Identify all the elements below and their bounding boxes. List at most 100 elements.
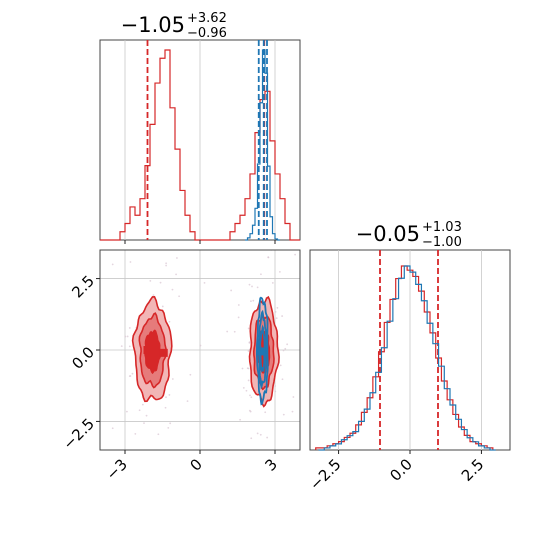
scatter-point xyxy=(125,410,128,413)
scatter-point xyxy=(199,344,202,347)
scatter-point xyxy=(294,253,296,256)
scatter-point xyxy=(189,373,192,376)
grid-top xyxy=(124,40,276,240)
scatter-point xyxy=(131,372,134,375)
scatter-point xyxy=(164,406,167,409)
scatter-point xyxy=(145,414,148,417)
ticks-top xyxy=(124,240,276,244)
scatter-point xyxy=(259,433,262,436)
marker-red xyxy=(159,348,168,357)
scatter-point xyxy=(266,436,269,439)
scatter-point xyxy=(165,262,168,265)
title-value-param-1: −1.05 xyxy=(121,13,185,37)
scatter-point xyxy=(111,263,114,266)
scatter-point xyxy=(281,378,284,381)
scatter-point xyxy=(242,386,245,389)
scatter-point xyxy=(157,433,160,436)
y-tick-label: 0.0 xyxy=(68,343,98,373)
scatter-point xyxy=(169,236,171,238)
scatter-point xyxy=(282,349,285,352)
scatter-point xyxy=(249,394,251,397)
scatter-point xyxy=(152,294,155,297)
scatter-point xyxy=(111,427,114,430)
title-lower-param-2: −1.00 xyxy=(422,235,462,250)
scatter-point xyxy=(247,379,250,382)
scatter-point xyxy=(252,299,255,302)
title-upper-param-1: +3.62 xyxy=(187,11,227,26)
marginal-histogram-param-2: −2.5 0.0 2.5 −0.05 +1.03 −1.00 xyxy=(306,220,511,494)
scatter-point xyxy=(250,437,253,440)
scatter-point xyxy=(239,418,242,421)
ticks-right: −2.5 0.0 2.5 xyxy=(306,450,487,494)
scatter-point xyxy=(108,202,110,204)
grid-right xyxy=(338,250,482,450)
scatter-point xyxy=(168,320,171,323)
scatter-point xyxy=(165,396,167,399)
scatter-point xyxy=(291,410,294,413)
x-tick-label: 3 xyxy=(262,455,281,474)
histogram-step-blue xyxy=(245,49,280,241)
contour-level-1-blue xyxy=(255,296,269,406)
scatter-point xyxy=(141,403,144,406)
scatter-point xyxy=(188,238,190,240)
scatter-point xyxy=(203,281,206,284)
scatter-point xyxy=(168,394,171,396)
scatter-point xyxy=(155,454,157,456)
scatter-point xyxy=(284,347,287,350)
scatter-point xyxy=(274,310,277,313)
scatter-point xyxy=(129,375,132,377)
scatter-point xyxy=(250,396,253,399)
joint-markers xyxy=(143,346,266,357)
title-upper-param-2: +1.03 xyxy=(422,220,462,235)
series-top xyxy=(100,40,300,241)
scatter-point xyxy=(175,273,177,276)
scatter-point xyxy=(250,300,252,303)
scatter-point xyxy=(241,367,244,370)
scatter-point xyxy=(256,432,259,435)
scatter-point xyxy=(256,286,259,289)
histogram-step-red xyxy=(315,265,494,450)
scatter-point xyxy=(248,409,251,412)
scatter-point xyxy=(178,295,181,298)
scatter-point xyxy=(267,256,270,259)
scatter-point xyxy=(226,330,229,333)
scatter-point xyxy=(237,304,240,306)
histogram-step-blue xyxy=(318,265,496,451)
series-right xyxy=(315,250,496,451)
scatter-point xyxy=(167,426,170,429)
scatter-point xyxy=(286,343,289,346)
x-tick-label: 0.0 xyxy=(386,455,416,485)
scatter-point xyxy=(300,429,302,431)
scatter-point xyxy=(292,396,295,398)
x-tick-label: 0 xyxy=(187,455,206,474)
scatter-point xyxy=(120,345,123,348)
scatter-point xyxy=(271,282,274,284)
scatter-point xyxy=(278,270,281,273)
scatter-point xyxy=(251,285,253,288)
title-lower-param-1: −0.96 xyxy=(187,26,227,41)
scatter-point xyxy=(169,422,172,425)
scatter-point xyxy=(281,315,284,317)
scatter-point xyxy=(126,335,129,338)
scatter-point xyxy=(124,335,127,338)
scatter-point xyxy=(282,413,285,416)
scatter-point xyxy=(129,261,132,263)
scatter-point xyxy=(176,257,178,259)
scatter-point xyxy=(279,364,282,367)
scatter-point xyxy=(245,389,248,392)
scatter-point xyxy=(264,411,267,414)
x-tick-label: −3 xyxy=(103,455,131,483)
scatter-point xyxy=(248,283,251,286)
scatter-point xyxy=(128,327,131,329)
scatter-point xyxy=(275,317,278,320)
scatter-point xyxy=(247,327,250,330)
scatter-point xyxy=(246,367,249,370)
scatter-point xyxy=(138,409,141,412)
scatter-point xyxy=(159,281,162,284)
scatter-point xyxy=(277,243,279,245)
scatter-point xyxy=(237,316,240,319)
scatter-point xyxy=(291,475,293,477)
marginal-histogram-param-1: −1.05 +3.62 −0.96 xyxy=(99,11,301,244)
scatter-point xyxy=(248,341,251,344)
scatter-point xyxy=(233,330,236,333)
